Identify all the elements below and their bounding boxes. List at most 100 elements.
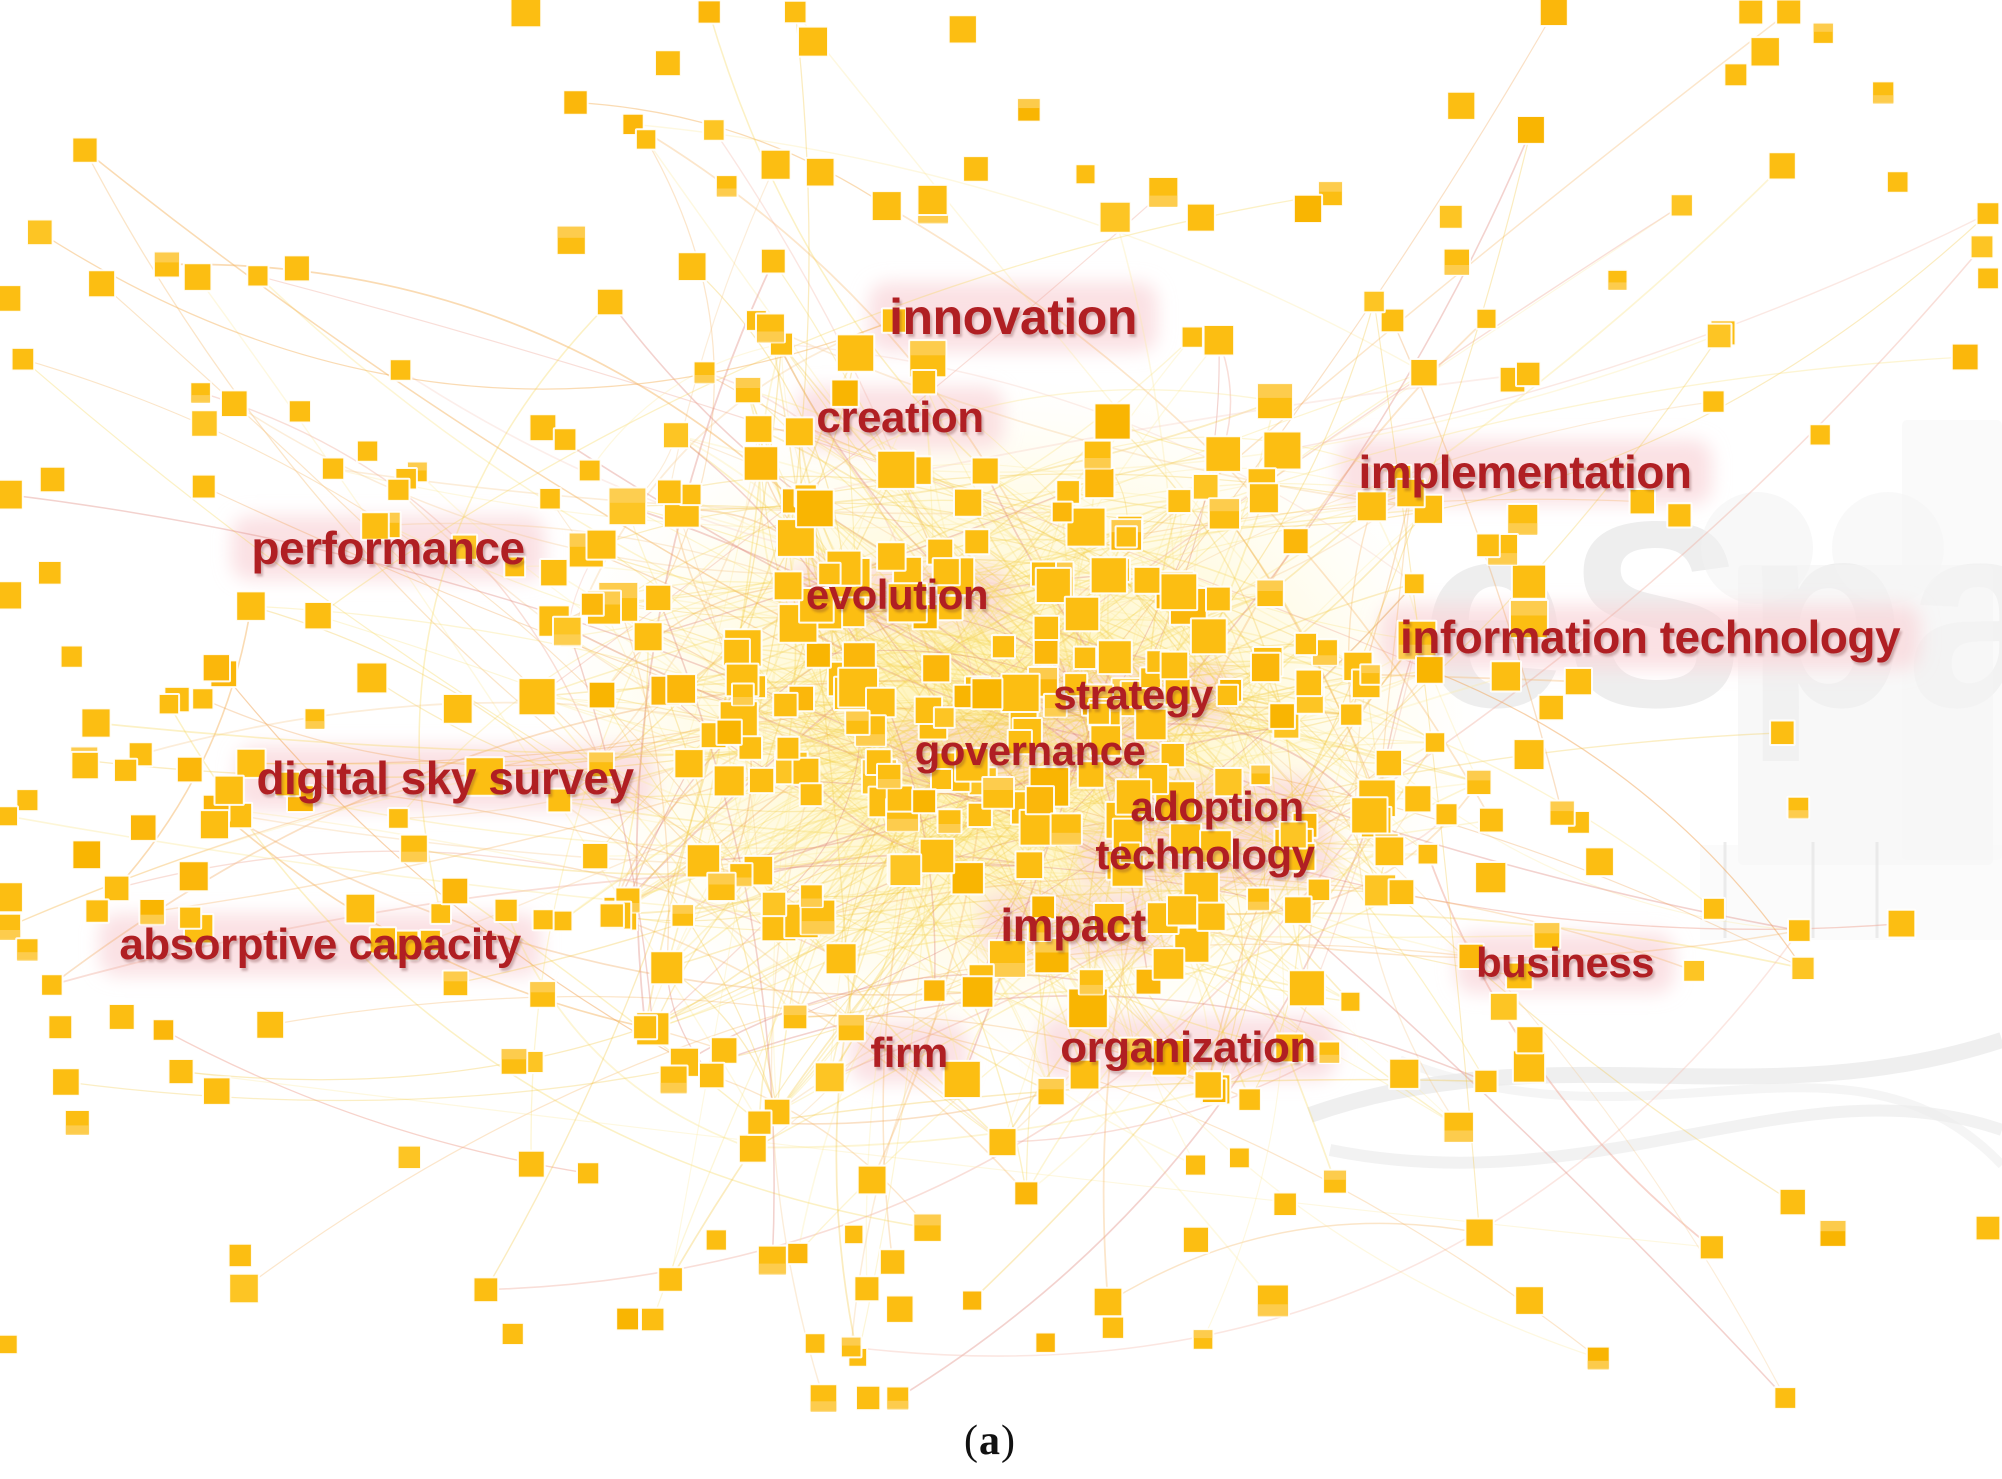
graph-node	[632, 1014, 659, 1041]
graph-node-band	[914, 1214, 941, 1226]
graph-node	[360, 511, 390, 541]
graph-node	[921, 653, 952, 684]
graph-node-band	[1209, 499, 1239, 512]
graph-node	[1196, 901, 1227, 932]
graph-node	[1415, 655, 1445, 685]
graph-node	[880, 307, 908, 334]
graph-node	[963, 528, 991, 556]
graph-node-band	[1873, 95, 1894, 104]
graph-node	[1068, 1058, 1101, 1091]
graph-node-band	[1444, 1130, 1473, 1142]
graph-node-band	[938, 824, 961, 834]
graph-node	[987, 1127, 1018, 1158]
graph-node	[1159, 650, 1190, 681]
graph-node	[804, 641, 832, 669]
graph-node	[450, 533, 479, 561]
graph-edge	[1146, 579, 1285, 1340]
graph-edge	[611, 692, 852, 917]
graph-node	[1515, 1025, 1545, 1055]
figure-caption: (a)	[964, 1417, 1016, 1465]
graph-edge	[243, 943, 1472, 1290]
graph-node	[440, 876, 470, 906]
graph-node-band	[733, 697, 753, 706]
graph-node-band	[443, 971, 468, 982]
graph-node	[1537, 693, 1565, 722]
graph-node	[368, 926, 398, 955]
graph-edge	[197, 276, 760, 1123]
graph-node	[1205, 585, 1232, 613]
graph-node	[1268, 702, 1296, 730]
graph-edge	[950, 497, 1265, 773]
graph-edge	[1105, 301, 1375, 741]
graph-node-band	[1044, 708, 1066, 717]
graph-node	[1514, 1285, 1545, 1316]
graph-node	[1705, 322, 1733, 350]
graph-node	[190, 473, 217, 500]
graph-node	[1278, 820, 1308, 850]
graph-node	[775, 735, 801, 761]
graph-edge	[455, 792, 999, 985]
graph-node	[953, 487, 984, 518]
graph-node	[783, 0, 808, 25]
graph-node	[649, 950, 685, 986]
graph-node	[177, 860, 210, 893]
graph-node	[685, 843, 722, 879]
graph-edge	[759, 1078, 1487, 1124]
graph-node	[274, 770, 301, 798]
graph-node	[855, 1384, 882, 1412]
graph-edge	[976, 467, 1429, 543]
graph-node-band	[758, 1263, 786, 1275]
graph-node	[1181, 1225, 1211, 1254]
graph-node	[151, 1018, 176, 1042]
graph-node	[742, 445, 780, 482]
graph-node	[0, 580, 24, 611]
graph-node	[1292, 193, 1324, 225]
graph-node	[1478, 806, 1505, 834]
graph-edge	[776, 814, 981, 1113]
graph-node	[1488, 991, 1519, 1022]
graph-edge	[611, 574, 1109, 916]
graph-node	[1584, 846, 1615, 878]
graph-edge	[799, 431, 1067, 830]
graph-node	[1189, 617, 1228, 656]
graph-node-band	[1257, 580, 1283, 591]
graph-node-band	[1248, 901, 1269, 911]
graph-edge	[569, 319, 895, 637]
graph-edge	[758, 754, 1173, 1123]
graph-node	[87, 269, 117, 299]
graph-node	[712, 764, 746, 798]
graph-node	[1050, 500, 1074, 524]
graph-node	[1034, 1331, 1057, 1354]
graph-node	[1262, 430, 1303, 471]
graph-node-band	[708, 873, 735, 885]
graph-node	[1511, 1049, 1547, 1084]
graph-node-band	[191, 395, 210, 403]
graph-node	[225, 801, 254, 830]
graph-node	[1473, 1068, 1499, 1095]
graph-node	[698, 1061, 726, 1090]
graph-node	[1510, 563, 1548, 600]
graph-edge	[1282, 212, 1989, 452]
graph-node	[80, 707, 112, 739]
graph-edge	[645, 138, 1056, 706]
graph-node	[227, 1242, 253, 1269]
graph-edge	[1027, 741, 1435, 809]
graph-node-band	[1084, 458, 1111, 469]
graph-edge	[901, 868, 963, 1080]
graph-node-band	[1608, 282, 1627, 290]
graph-edge	[904, 869, 1028, 1194]
graph-node	[287, 399, 312, 424]
graph-edge	[761, 779, 1800, 959]
graph-node	[1350, 796, 1389, 835]
graph-edge	[917, 470, 1378, 799]
graph-edge	[1207, 856, 1303, 1086]
graph-node-band	[1257, 1304, 1288, 1317]
graph-node	[1065, 506, 1107, 548]
graph-edge	[899, 724, 1107, 800]
graph-node	[1032, 639, 1060, 666]
graph-node	[1403, 784, 1433, 814]
graph-edge	[536, 696, 796, 1018]
graph-edge	[589, 343, 782, 471]
graph-node-band	[408, 462, 427, 471]
